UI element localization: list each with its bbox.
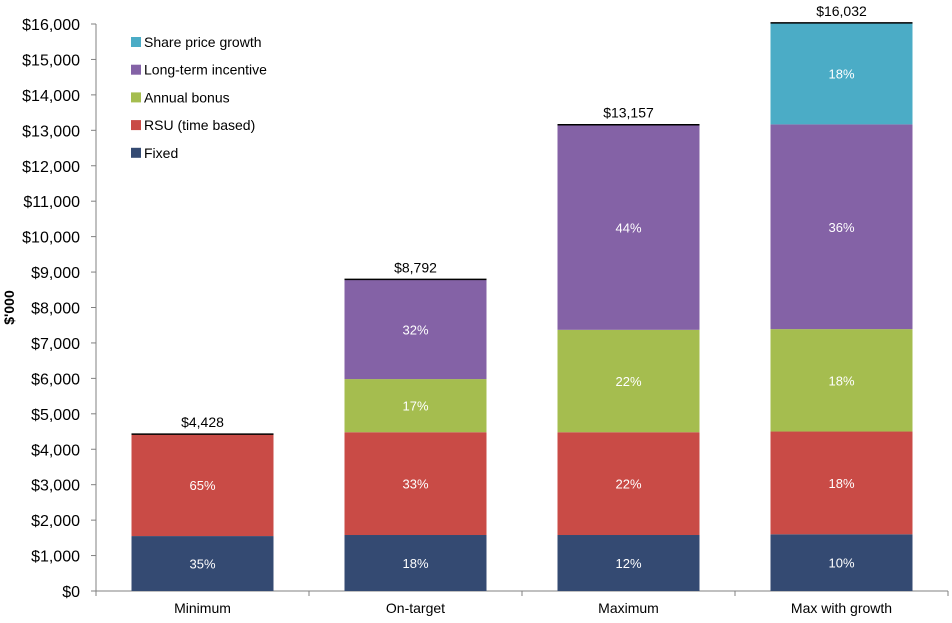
bar-segment-fixed-minimum bbox=[131, 536, 274, 591]
y-tick-label: $1,000 bbox=[31, 549, 80, 566]
data-label: 44% bbox=[615, 220, 641, 235]
y-tick-label: $13,000 bbox=[22, 123, 80, 140]
data-label: 22% bbox=[615, 477, 641, 492]
legend-label: Fixed bbox=[144, 145, 178, 161]
y-tick-label: $3,000 bbox=[31, 478, 80, 495]
data-label: 18% bbox=[828, 67, 854, 82]
bar-segment-annual-bonus-max-with-growth bbox=[770, 329, 913, 432]
total-label: $16,032 bbox=[816, 3, 867, 19]
legend-swatch-long-term-incentive bbox=[131, 64, 141, 75]
data-label: 18% bbox=[402, 556, 428, 571]
data-label: 17% bbox=[402, 399, 428, 414]
legend-label: RSU (time based) bbox=[144, 117, 255, 133]
bar-segment-annual-bonus-on-target bbox=[344, 379, 487, 433]
legend-swatch-share-price-growth bbox=[131, 37, 141, 47]
bar-segment-long-term-incentive-maximum bbox=[557, 124, 700, 330]
y-tick-label: $14,000 bbox=[22, 88, 80, 105]
y-tick-label: $11,000 bbox=[23, 194, 80, 211]
bar-segment-long-term-incentive-max-with-growth bbox=[770, 124, 913, 330]
bar-segment-long-term-incentive-on-target bbox=[344, 279, 487, 380]
data-label: 12% bbox=[615, 556, 641, 571]
total-label: $13,157 bbox=[603, 105, 654, 121]
legend-swatch-rsu-time-based bbox=[131, 120, 141, 131]
y-tick-label: $8,000 bbox=[31, 301, 80, 318]
legend-label: Annual bonus bbox=[144, 89, 230, 105]
y-axis-title: $'000 bbox=[1, 290, 17, 325]
legend-label: Share price growth bbox=[144, 34, 262, 50]
y-tick-label: $5,000 bbox=[31, 407, 80, 424]
y-tick-label: $9,000 bbox=[31, 265, 80, 282]
legend-label: Long-term incentive bbox=[144, 62, 267, 78]
bar-segment-fixed-on-target bbox=[344, 535, 487, 591]
x-tick-label: Max with growth bbox=[791, 600, 892, 616]
y-tick-label: $12,000 bbox=[22, 159, 80, 176]
legend-swatch-fixed bbox=[131, 147, 141, 158]
bar-segment-rsu-time-based-maximum bbox=[557, 432, 700, 536]
data-label: 35% bbox=[189, 557, 215, 572]
data-label: 22% bbox=[615, 374, 641, 389]
y-tick-label: $10,000 bbox=[22, 230, 80, 247]
total-label: $4,428 bbox=[181, 414, 224, 430]
bar-segment-rsu-time-based-minimum bbox=[131, 434, 274, 537]
data-label: 65% bbox=[189, 478, 215, 493]
x-tick-label: Minimum bbox=[174, 600, 231, 616]
legend-swatch-annual-bonus bbox=[131, 92, 141, 103]
bar-segment-fixed-max-with-growth bbox=[770, 534, 913, 591]
y-tick-label: $0 bbox=[62, 584, 80, 601]
y-tick-label: $6,000 bbox=[31, 371, 80, 388]
data-label: 18% bbox=[828, 373, 854, 388]
y-tick-label: $2,000 bbox=[31, 513, 80, 530]
bar-segment-share-price-growth-max-with-growth bbox=[770, 22, 913, 125]
data-label: 36% bbox=[828, 220, 854, 235]
data-label: 32% bbox=[402, 322, 428, 337]
bar-segment-rsu-time-based-on-target bbox=[344, 432, 487, 536]
bar-segment-fixed-maximum bbox=[557, 535, 700, 591]
data-label: 33% bbox=[402, 477, 428, 492]
data-label: 10% bbox=[828, 556, 854, 571]
total-label: $8,792 bbox=[394, 259, 437, 275]
bar-segment-rsu-time-based-max-with-growth bbox=[770, 431, 913, 535]
data-label: 18% bbox=[828, 476, 854, 491]
x-tick-label: On-target bbox=[386, 600, 445, 616]
bar-segment-annual-bonus-maximum bbox=[557, 329, 700, 433]
y-tick-label: $16,000 bbox=[22, 17, 80, 34]
y-tick-label: $4,000 bbox=[31, 442, 80, 459]
x-tick-label: Maximum bbox=[598, 600, 659, 616]
y-tick-label: $7,000 bbox=[31, 336, 80, 353]
y-tick-label: $15,000 bbox=[22, 52, 80, 69]
